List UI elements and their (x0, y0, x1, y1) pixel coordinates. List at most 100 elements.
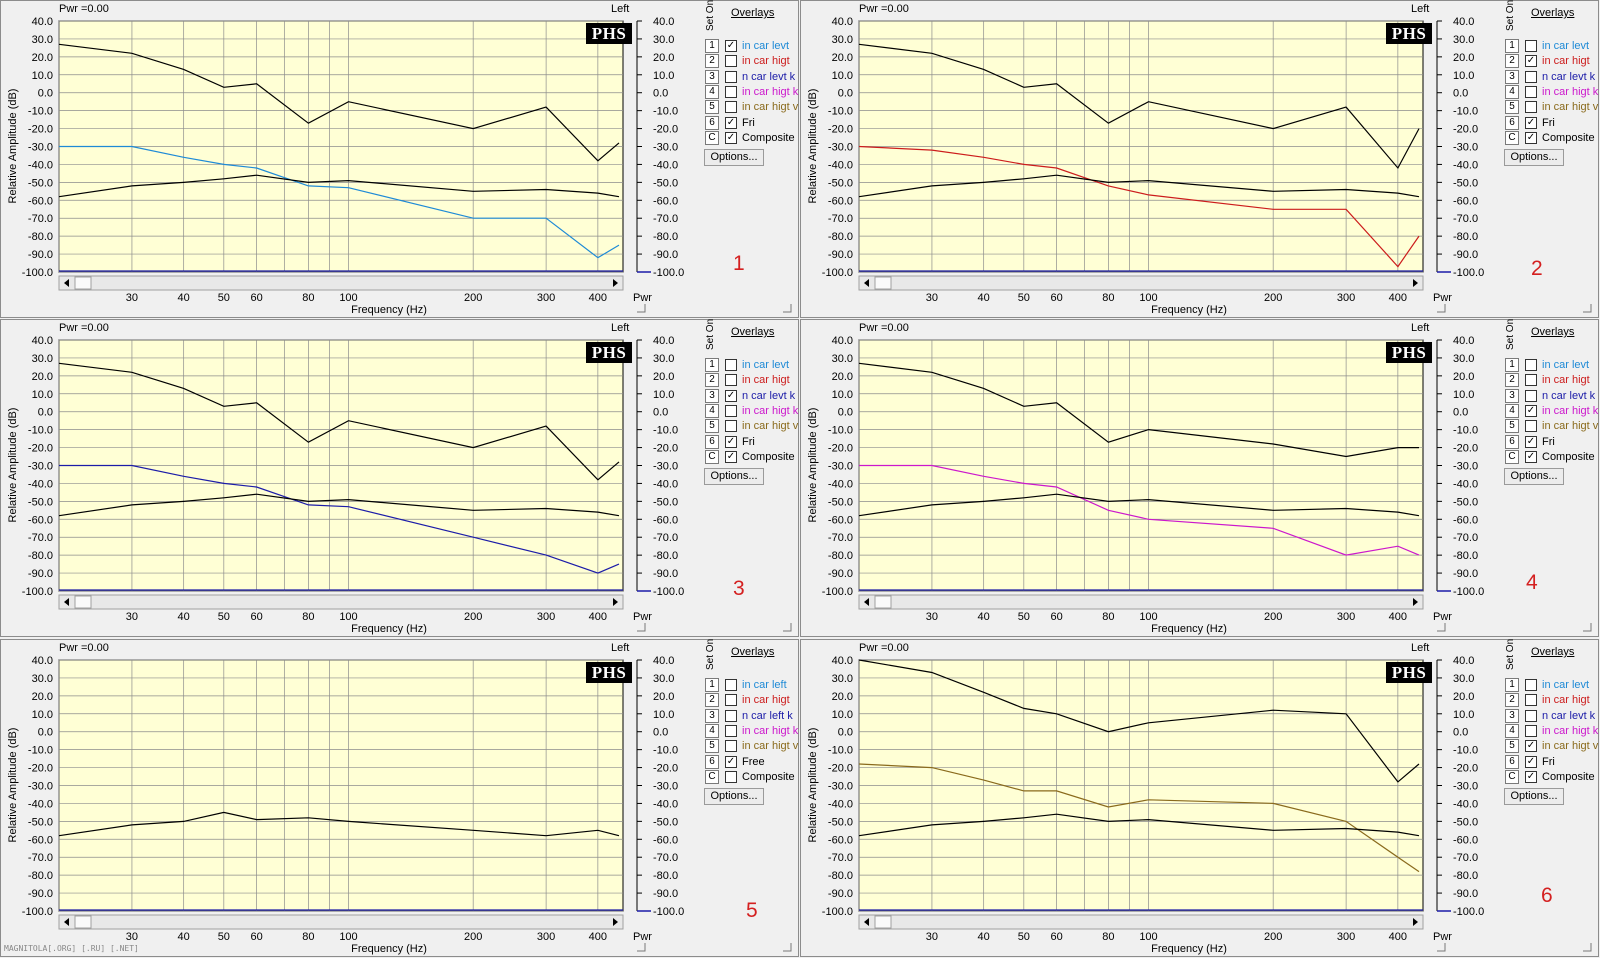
resize-grip-icon[interactable] (637, 304, 646, 313)
overlay-set-button[interactable]: 6 (705, 754, 719, 769)
overlay-set-button[interactable]: 1 (1505, 39, 1519, 53)
overlay-row-6[interactable]: 6 ✓ Fri (1505, 115, 1555, 130)
overlay-row-3[interactable]: 3 n car levt k (705, 69, 795, 84)
overlay-row-2[interactable]: 2 in car higt (705, 693, 790, 708)
overlay-row-2[interactable]: 2 in car higt (1505, 693, 1590, 708)
overlay-checkbox[interactable] (725, 101, 737, 114)
overlay-row-6[interactable]: 6 ✓ Fri (705, 434, 755, 449)
overlay-set-button[interactable]: 1 (1505, 358, 1519, 372)
overlay-checkbox[interactable] (1525, 679, 1537, 691)
overlay-checkbox[interactable]: ✓ (1525, 131, 1537, 144)
overlay-checkbox[interactable]: ✓ (725, 116, 737, 129)
overlay-checkbox[interactable] (1525, 389, 1537, 402)
options-button[interactable]: Options... (704, 468, 764, 485)
overlay-row-4[interactable]: 4 in car higt k (1505, 723, 1598, 738)
horizontal-scrollbar[interactable] (858, 594, 1424, 610)
overlay-set-button[interactable]: 6 (1505, 115, 1519, 130)
scroll-right-arrow-icon[interactable] (1413, 598, 1418, 606)
overlay-checkbox[interactable] (725, 724, 737, 737)
scrollbar-thumb[interactable] (74, 915, 92, 929)
overlay-row-5[interactable]: 5 in car higt v (705, 739, 798, 754)
scrollbar-thumb[interactable] (74, 276, 92, 290)
overlay-checkbox[interactable] (1525, 420, 1537, 433)
horizontal-scrollbar[interactable] (858, 914, 1424, 930)
overlay-row-2[interactable]: 2 in car higt (705, 373, 790, 388)
overlay-set-button[interactable]: 1 (705, 39, 719, 53)
overlay-row-4[interactable]: 4 ✓ in car higt k (1505, 403, 1598, 418)
overlay-set-button[interactable]: 6 (705, 434, 719, 449)
options-button[interactable]: Options... (704, 149, 764, 166)
scrollbar-thumb[interactable] (74, 595, 92, 609)
overlay-set-button[interactable]: 5 (1505, 739, 1519, 754)
overlay-checkbox[interactable]: ✓ (1525, 450, 1537, 463)
overlay-checkbox[interactable]: ✓ (725, 755, 737, 768)
overlay-row-1[interactable]: 1 in car levt (1505, 678, 1589, 692)
overlay-set-button[interactable]: 2 (705, 693, 719, 708)
overlay-row-3[interactable]: 3 n car levt k (1505, 388, 1595, 403)
overlay-checkbox[interactable] (725, 374, 737, 387)
overlay-checkbox[interactable] (1525, 359, 1537, 371)
overlay-checkbox[interactable]: ✓ (1525, 740, 1537, 753)
overlay-checkbox[interactable] (725, 70, 737, 83)
scroll-left-arrow-icon[interactable] (864, 279, 869, 287)
overlay-set-button[interactable]: 2 (705, 373, 719, 388)
resize-grip-icon[interactable] (1437, 943, 1446, 952)
resize-grip-icon[interactable] (1583, 304, 1592, 313)
overlay-checkbox[interactable]: ✓ (1525, 755, 1537, 768)
horizontal-scrollbar[interactable] (58, 914, 624, 930)
overlay-checkbox[interactable] (1525, 709, 1537, 722)
overlay-set-button[interactable]: 2 (1505, 54, 1519, 69)
overlay-checkbox[interactable] (1525, 101, 1537, 114)
overlay-row-3[interactable]: 3 n car left k (705, 708, 793, 723)
overlay-set-button[interactable]: 6 (1505, 754, 1519, 769)
overlay-set-button[interactable]: 3 (1505, 388, 1519, 403)
overlay-checkbox[interactable] (725, 85, 737, 98)
overlay-row-1[interactable]: 1 in car levt (705, 358, 789, 372)
overlay-checkbox[interactable] (725, 679, 737, 691)
overlay-row-4[interactable]: 4 in car higt k (705, 84, 798, 99)
horizontal-scrollbar[interactable] (58, 275, 624, 291)
overlay-row-6[interactable]: 6 ✓ Fri (1505, 754, 1555, 769)
horizontal-scrollbar[interactable] (58, 594, 624, 610)
options-button[interactable]: Options... (1504, 468, 1564, 485)
overlay-row-4[interactable]: 4 in car higt k (705, 723, 798, 738)
overlay-set-button[interactable]: 5 (1505, 100, 1519, 115)
overlay-set-button[interactable]: 2 (1505, 373, 1519, 388)
overlay-set-button[interactable]: 4 (705, 84, 719, 99)
scrollbar-thumb[interactable] (874, 276, 892, 290)
overlay-row-3[interactable]: 3 n car levt k (1505, 69, 1595, 84)
scroll-left-arrow-icon[interactable] (864, 918, 869, 926)
overlay-set-button[interactable]: C (705, 130, 719, 145)
overlay-checkbox[interactable] (725, 740, 737, 753)
resize-grip-icon[interactable] (783, 943, 792, 952)
overlay-checkbox[interactable]: ✓ (1525, 435, 1537, 448)
overlay-checkbox[interactable]: ✓ (1525, 55, 1537, 68)
overlay-checkbox[interactable] (1525, 694, 1537, 707)
overlay-row-C[interactable]: C ✓ Composite (705, 130, 795, 145)
scrollbar-thumb[interactable] (874, 915, 892, 929)
overlay-set-button[interactable]: 2 (1505, 693, 1519, 708)
overlay-checkbox[interactable] (725, 709, 737, 722)
overlay-set-button[interactable]: 3 (705, 708, 719, 723)
overlay-row-2[interactable]: 2 in car higt (705, 54, 790, 69)
overlay-checkbox[interactable] (1525, 85, 1537, 98)
overlay-row-C[interactable]: C ✓ Composite (1505, 769, 1595, 784)
scroll-left-arrow-icon[interactable] (64, 279, 69, 287)
overlay-set-button[interactable]: C (1505, 130, 1519, 145)
overlay-row-6[interactable]: 6 ✓ Fri (1505, 434, 1555, 449)
overlay-row-1[interactable]: 1 in car levt (1505, 39, 1589, 53)
horizontal-scrollbar[interactable] (858, 275, 1424, 291)
overlay-checkbox[interactable]: ✓ (725, 40, 737, 52)
overlay-row-C[interactable]: C ✓ Composite (1505, 130, 1595, 145)
overlay-row-C[interactable]: C Composite (705, 769, 795, 784)
overlay-row-6[interactable]: 6 ✓ Free (705, 754, 765, 769)
overlay-set-button[interactable]: C (705, 769, 719, 784)
overlay-set-button[interactable]: 3 (705, 388, 719, 403)
overlay-set-button[interactable]: 1 (705, 678, 719, 692)
overlay-checkbox[interactable]: ✓ (1525, 770, 1537, 783)
resize-grip-icon[interactable] (783, 304, 792, 313)
overlay-set-button[interactable]: 4 (1505, 723, 1519, 738)
overlay-set-button[interactable]: 1 (705, 358, 719, 372)
overlay-row-C[interactable]: C ✓ Composite (1505, 449, 1595, 464)
overlay-row-3[interactable]: 3 ✓ n car levt k (705, 388, 795, 403)
